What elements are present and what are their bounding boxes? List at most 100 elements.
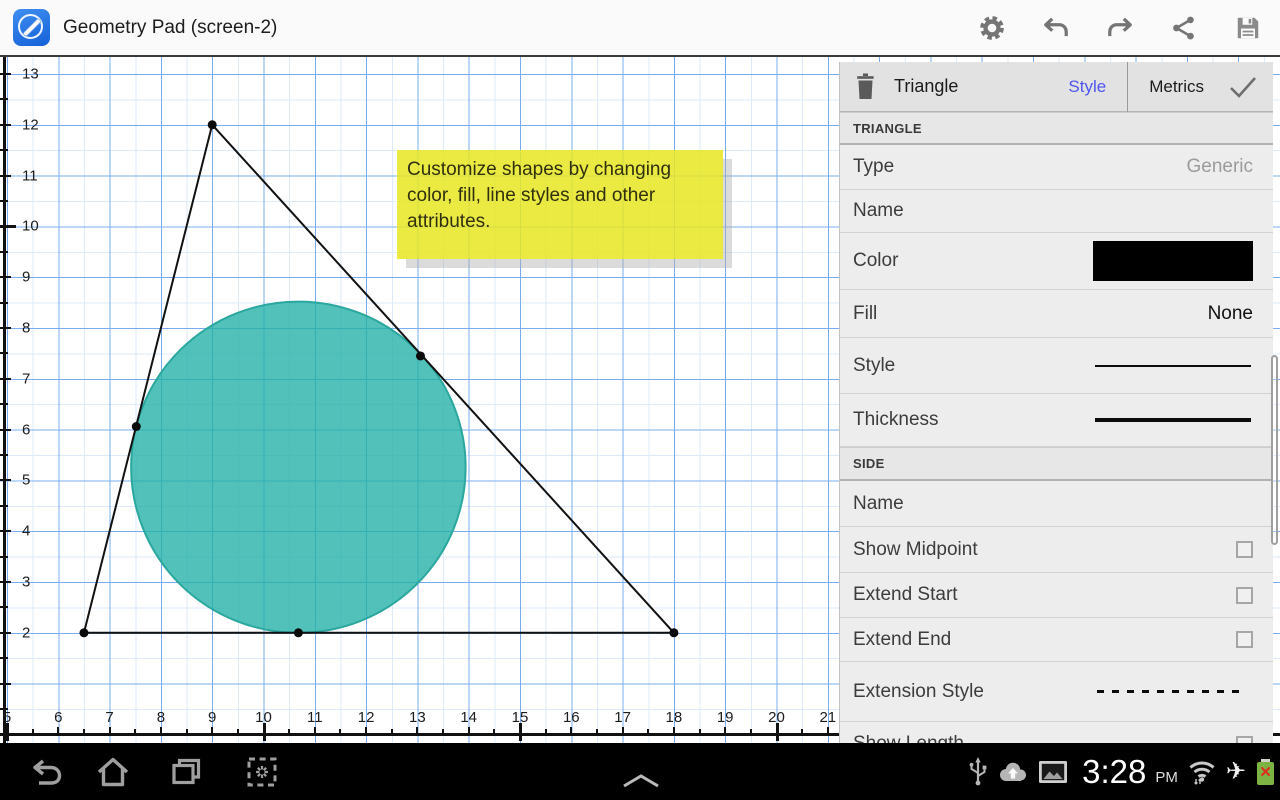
triangle-shape[interactable]: [82, 122, 677, 634]
x-tick: [724, 727, 727, 736]
vertex-point[interactable]: [131, 422, 141, 432]
x-axis-label: 6: [54, 709, 63, 726]
row-label: Fill: [853, 302, 878, 324]
row-show-length[interactable]: Show Length: [840, 722, 1273, 743]
row-show-midpoint[interactable]: Show Midpoint: [840, 527, 1273, 573]
airplane-mode-icon[interactable]: ✈: [1225, 757, 1246, 785]
scrollbar[interactable]: [1271, 355, 1278, 545]
checkbox-extend-start[interactable]: [1236, 586, 1253, 604]
row-name[interactable]: Name: [840, 481, 1273, 527]
x-tick: [211, 727, 214, 736]
y-axis-label: 12: [22, 116, 39, 134]
wifi-icon[interactable]: [1187, 758, 1217, 786]
y-tick: [0, 682, 11, 685]
vertex-point[interactable]: [669, 628, 679, 638]
row-extension-style[interactable]: Extension Style: [840, 662, 1273, 722]
redo-button[interactable]: [1088, 0, 1152, 56]
row-name[interactable]: Name: [840, 190, 1273, 233]
navigation-bar: 3:28 PM ✈ ✕: [0, 743, 1280, 800]
vertex-point[interactable]: [293, 628, 303, 638]
confirm-button[interactable]: [1227, 74, 1259, 100]
usb-icon[interactable]: [967, 756, 989, 787]
y-tick: [0, 428, 11, 431]
tab-metrics[interactable]: Metrics: [1149, 76, 1204, 96]
row-type[interactable]: Type Generic: [840, 145, 1273, 190]
row-label: Extend Start: [853, 584, 958, 605]
x-tick: [801, 729, 804, 736]
x-axis-ruler: [0, 733, 1280, 736]
section-label: TRIANGLE: [853, 120, 922, 136]
y-tick: [0, 479, 11, 482]
y-tick: [0, 149, 8, 152]
x-axis-label: 20: [768, 709, 785, 726]
checkbox-extend-end[interactable]: [1236, 631, 1253, 648]
x-tick: [57, 727, 60, 736]
screenshot-button[interactable]: [244, 754, 280, 790]
x-tick: [442, 729, 445, 736]
x-axis-label: 15: [511, 709, 529, 726]
y-tick: [0, 377, 11, 380]
section-label: SIDE: [853, 456, 885, 471]
settings-button[interactable]: [960, 0, 1024, 56]
x-tick: [493, 729, 496, 736]
expand-tray-button[interactable]: [618, 763, 664, 799]
sticky-note[interactable]: Customize shapes by changing color, fill…: [397, 150, 723, 259]
x-axis-label: 17: [614, 709, 631, 726]
row-color[interactable]: Color: [840, 233, 1273, 290]
vertex-point[interactable]: [207, 120, 217, 130]
checkmark-icon: [1230, 76, 1256, 98]
redo-icon: [1108, 17, 1132, 36]
battery-icon[interactable]: ✕: [1257, 758, 1274, 785]
y-tick: [0, 301, 8, 304]
save-button[interactable]: [1216, 0, 1280, 56]
y-tick: [0, 98, 8, 101]
x-tick: [647, 729, 650, 736]
row-label: Extend End: [853, 628, 952, 650]
x-tick: [6, 723, 9, 741]
vertex-point[interactable]: [79, 628, 89, 638]
row-value: Generic: [1186, 156, 1253, 177]
recents-button[interactable]: [168, 754, 204, 790]
save-icon: [1237, 17, 1259, 38]
undo-icon: [1044, 17, 1068, 36]
inscribed-circle-shape[interactable]: [130, 300, 467, 634]
x-tick: [775, 723, 779, 741]
row-label: Style: [853, 354, 896, 376]
gear-icon: [980, 15, 1004, 40]
x-tick: [365, 727, 368, 736]
panel-rows: TRIANGLE Type Generic Name Color Fill None Styl…: [840, 112, 1273, 743]
y-axis-label: 6: [22, 421, 31, 439]
clock[interactable]: 3:28: [1082, 752, 1147, 790]
home-icon: [97, 757, 129, 787]
x-tick: [621, 727, 624, 736]
sticky-note-text: Customize shapes by changing color, fill…: [407, 159, 672, 232]
undo-button[interactable]: [1024, 0, 1088, 56]
y-tick: [0, 225, 16, 229]
tab-style[interactable]: Style: [1068, 76, 1107, 96]
row-thickness[interactable]: Thickness: [840, 394, 1273, 447]
checkbox-show-length[interactable]: [1236, 735, 1253, 743]
x-tick: [595, 729, 598, 736]
shapes-layer[interactable]: [0, 57, 1280, 743]
y-tick: [0, 581, 11, 583]
x-tick: [698, 729, 701, 736]
home-button[interactable]: [95, 754, 131, 790]
row-style[interactable]: Style: [840, 338, 1273, 394]
back-button[interactable]: [28, 754, 64, 790]
delete-shape-button[interactable]: [854, 73, 876, 100]
x-tick: [313, 727, 316, 736]
vertex-point[interactable]: [415, 351, 425, 361]
cloud-upload-icon[interactable]: [998, 760, 1028, 784]
clock-ampm: PM: [1155, 769, 1178, 786]
x-tick: [339, 729, 342, 736]
row-fill[interactable]: Fill None: [840, 290, 1273, 338]
row-extend-start[interactable]: Extend Start: [840, 573, 1273, 618]
share-button[interactable]: [1152, 0, 1216, 56]
row-extend-end[interactable]: Extend End: [840, 618, 1273, 662]
gallery-icon[interactable]: [1037, 759, 1069, 785]
y-axis-label: 13: [22, 65, 39, 83]
y-tick: [0, 73, 11, 75]
checkbox-show-midpoint[interactable]: [1236, 541, 1253, 558]
y-axis-label: 11: [22, 167, 38, 185]
x-axis-label: 16: [562, 709, 580, 726]
